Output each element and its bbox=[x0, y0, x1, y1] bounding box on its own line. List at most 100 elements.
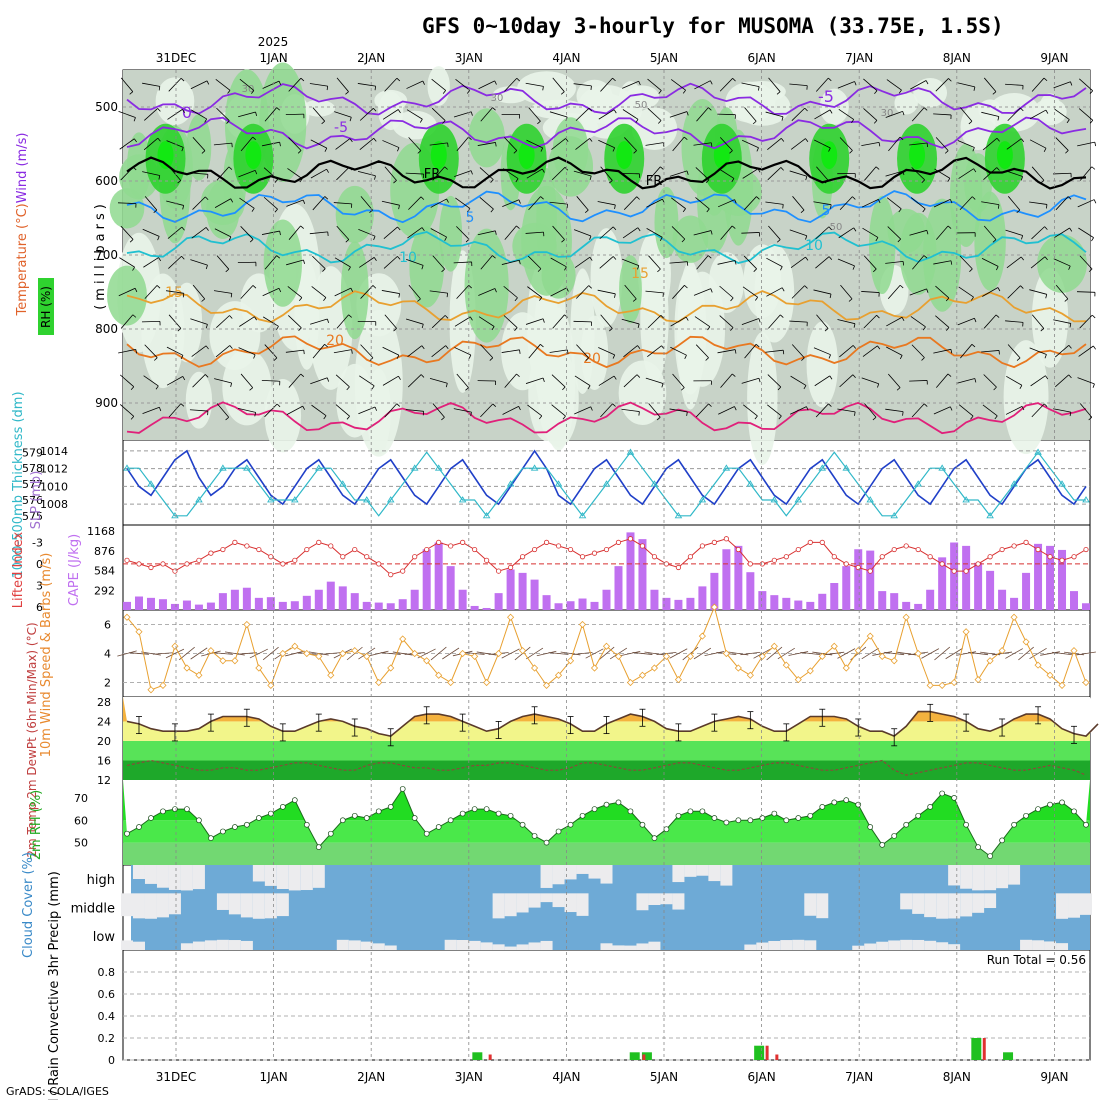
thickness-point bbox=[482, 511, 491, 519]
wind-barb-flag bbox=[229, 315, 233, 319]
wind-barb bbox=[311, 404, 327, 417]
rh-max-area bbox=[713, 141, 730, 170]
li-point bbox=[1035, 546, 1041, 553]
wind-barb-flag bbox=[708, 107, 712, 111]
wind-barb-flag bbox=[205, 345, 209, 350]
rh-moist-area bbox=[464, 228, 509, 343]
thickness-point bbox=[291, 496, 299, 503]
wind-barb bbox=[358, 406, 376, 415]
wind-barb bbox=[550, 257, 567, 268]
isotherm-label: FR bbox=[424, 167, 441, 182]
wind-barb-flag bbox=[489, 357, 494, 361]
cloud-gap bbox=[121, 940, 133, 950]
wind-barb-flag bbox=[710, 230, 713, 235]
wind-barb bbox=[216, 403, 230, 418]
wind-barb bbox=[741, 377, 760, 384]
li-point bbox=[328, 543, 334, 549]
wind-barb bbox=[719, 285, 734, 299]
wind-barb bbox=[648, 403, 661, 418]
wind-barb-flag bbox=[707, 255, 712, 259]
thickness-point bbox=[1082, 496, 1090, 503]
wind-barb bbox=[142, 82, 160, 87]
cloud-gap bbox=[588, 865, 601, 879]
wind-barb bbox=[336, 166, 350, 181]
wind-barb-flag bbox=[417, 150, 422, 154]
wind-barb-flag bbox=[950, 260, 953, 265]
wind-barb-flag bbox=[731, 178, 735, 183]
li-point bbox=[543, 539, 550, 545]
wind-barb bbox=[935, 285, 950, 299]
thickness-point bbox=[770, 496, 779, 503]
li-point bbox=[388, 572, 394, 578]
thickness-point bbox=[147, 480, 155, 487]
wind-barb bbox=[1053, 81, 1071, 89]
thickness-tick-label: 575 bbox=[22, 510, 43, 523]
wind-barb bbox=[432, 403, 445, 418]
wind-barb-flag bbox=[252, 136, 257, 141]
wind-barb-flag bbox=[947, 373, 952, 377]
wind-barb bbox=[600, 314, 613, 329]
wind-barb bbox=[479, 167, 494, 180]
wind-barb bbox=[480, 107, 493, 122]
wind-barb-flag bbox=[874, 90, 878, 95]
wind-barb bbox=[430, 198, 447, 208]
rh-moist-area bbox=[263, 219, 303, 307]
cloud-gap bbox=[480, 942, 493, 950]
wind-barb-flag bbox=[997, 116, 1000, 121]
wind-barb bbox=[525, 318, 544, 325]
wind-barb-flag bbox=[469, 316, 473, 321]
wind-barb-flag bbox=[252, 285, 257, 289]
wind-barb bbox=[741, 318, 759, 326]
wind-barb bbox=[1005, 229, 1023, 236]
li-point bbox=[963, 568, 969, 574]
li-point bbox=[891, 546, 897, 553]
thickness-point bbox=[866, 496, 875, 503]
cloud-gap bbox=[132, 865, 145, 880]
rh2m-point bbox=[819, 803, 826, 810]
wind-barb-flag bbox=[829, 375, 833, 380]
wind-barb-flag bbox=[829, 109, 833, 114]
wind-barb bbox=[911, 403, 925, 418]
cape-bar bbox=[182, 600, 191, 610]
wind-barb bbox=[815, 403, 829, 418]
wind-barb bbox=[552, 314, 565, 329]
li-point bbox=[196, 557, 202, 563]
wind-barb bbox=[815, 77, 829, 92]
cape-bar bbox=[710, 572, 719, 610]
li-point bbox=[436, 539, 442, 545]
wind10-point bbox=[363, 652, 371, 660]
wind-barb-flag bbox=[949, 199, 953, 204]
cloud-gap bbox=[360, 941, 373, 950]
wind-barb-flag bbox=[205, 265, 208, 270]
wind-barb bbox=[288, 373, 302, 388]
wind-barb bbox=[768, 77, 781, 92]
wind-barb-flag bbox=[157, 108, 161, 112]
cape-bar bbox=[950, 542, 959, 610]
wind-barb bbox=[647, 108, 662, 121]
rh2m-point bbox=[1059, 799, 1065, 806]
wind-barb bbox=[958, 168, 974, 179]
wind-barb bbox=[957, 140, 975, 148]
wind-barb bbox=[935, 78, 949, 92]
wind-barb-flag bbox=[299, 178, 303, 183]
pressure-tick-label: 900 bbox=[95, 396, 118, 410]
cape-bar bbox=[314, 589, 323, 610]
cape-axis-label: CAPE (J/kg) bbox=[67, 534, 82, 606]
wind-barb bbox=[576, 196, 589, 211]
rh2m-point bbox=[939, 790, 946, 797]
wind-barb-flag bbox=[441, 268, 445, 273]
wind10-barb bbox=[1040, 651, 1060, 656]
cloud-gap bbox=[168, 865, 181, 890]
li-point bbox=[555, 543, 562, 549]
rh2m-point bbox=[639, 821, 646, 828]
wind-barb bbox=[935, 225, 949, 240]
cape-bar bbox=[542, 595, 551, 610]
cape-bar bbox=[698, 586, 707, 610]
wind-barb bbox=[838, 109, 854, 120]
thickness-axis-label: 1000-500mb Thickness (dm) bbox=[11, 391, 26, 578]
wind-barb-flag bbox=[1045, 375, 1049, 380]
wind-barb-flag bbox=[181, 255, 185, 260]
cloud-gap bbox=[528, 893, 541, 908]
rh2m-point bbox=[208, 835, 214, 842]
wind-barb bbox=[144, 196, 158, 211]
